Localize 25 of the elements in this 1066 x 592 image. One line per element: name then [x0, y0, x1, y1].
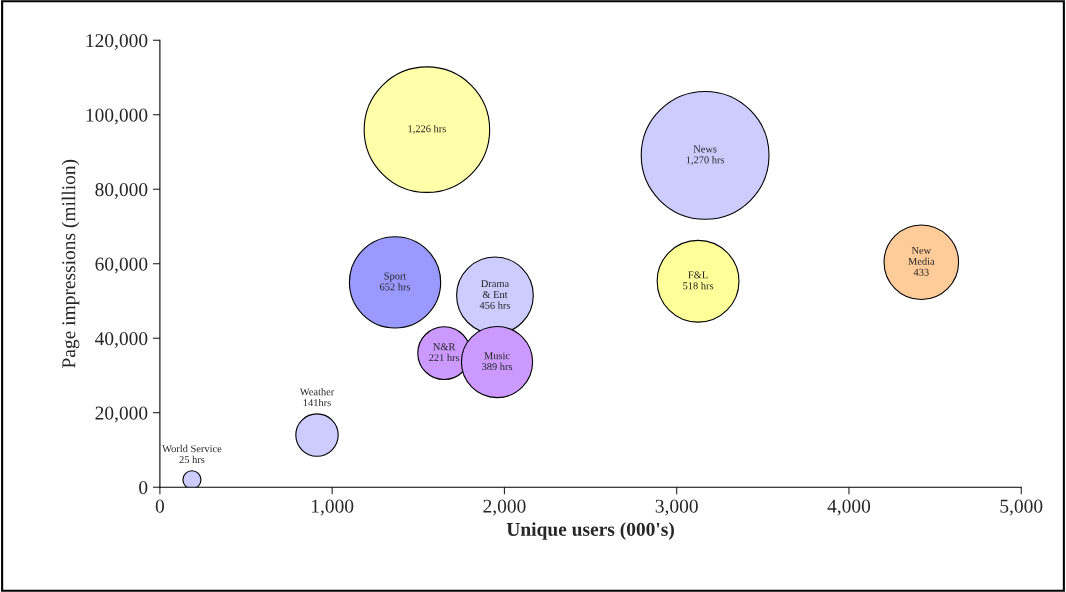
y-tick-label: 40,000: [95, 332, 148, 348]
annotation: News 1,270 hrs: [686, 145, 725, 165]
y-tick-label: 60,000: [95, 257, 148, 274]
annotation: World Service 25 hrs: [162, 444, 222, 464]
y-tick-label: 80,000: [95, 183, 148, 199]
y-axis-title: Page impressions (million): [61, 159, 80, 368]
annotation: N&R 221 hrs: [429, 343, 460, 362]
annotation: New Media 433: [908, 247, 935, 276]
annotation: Weather 141hrs: [299, 387, 335, 407]
annotation: Sport 652 hrs: [380, 272, 411, 291]
annotation: F&L 518 hrs: [683, 271, 714, 290]
x-tick-label: 0: [155, 499, 165, 513]
y-tick-label: 0: [139, 481, 148, 495]
annotation: 1,226 hrs: [408, 124, 446, 134]
y-tick-label: 20,000: [95, 406, 148, 423]
x-tick-label: 3,000: [655, 499, 698, 516]
x-tick-label: 2,000: [483, 499, 526, 516]
x-axis-title: Unique users (000's): [506, 522, 674, 540]
y-tick-label: 100,000: [86, 108, 148, 125]
x-tick-label: 4,000: [827, 499, 871, 516]
x-tick-label: 5,000: [1000, 499, 1043, 516]
x-tick-label: 1,000: [312, 499, 354, 516]
annotation: Drama & Ent 456 hrs: [479, 280, 511, 309]
y-tick-label: 120,000: [86, 34, 148, 50]
annotation: Music 389 hrs: [482, 352, 513, 371]
